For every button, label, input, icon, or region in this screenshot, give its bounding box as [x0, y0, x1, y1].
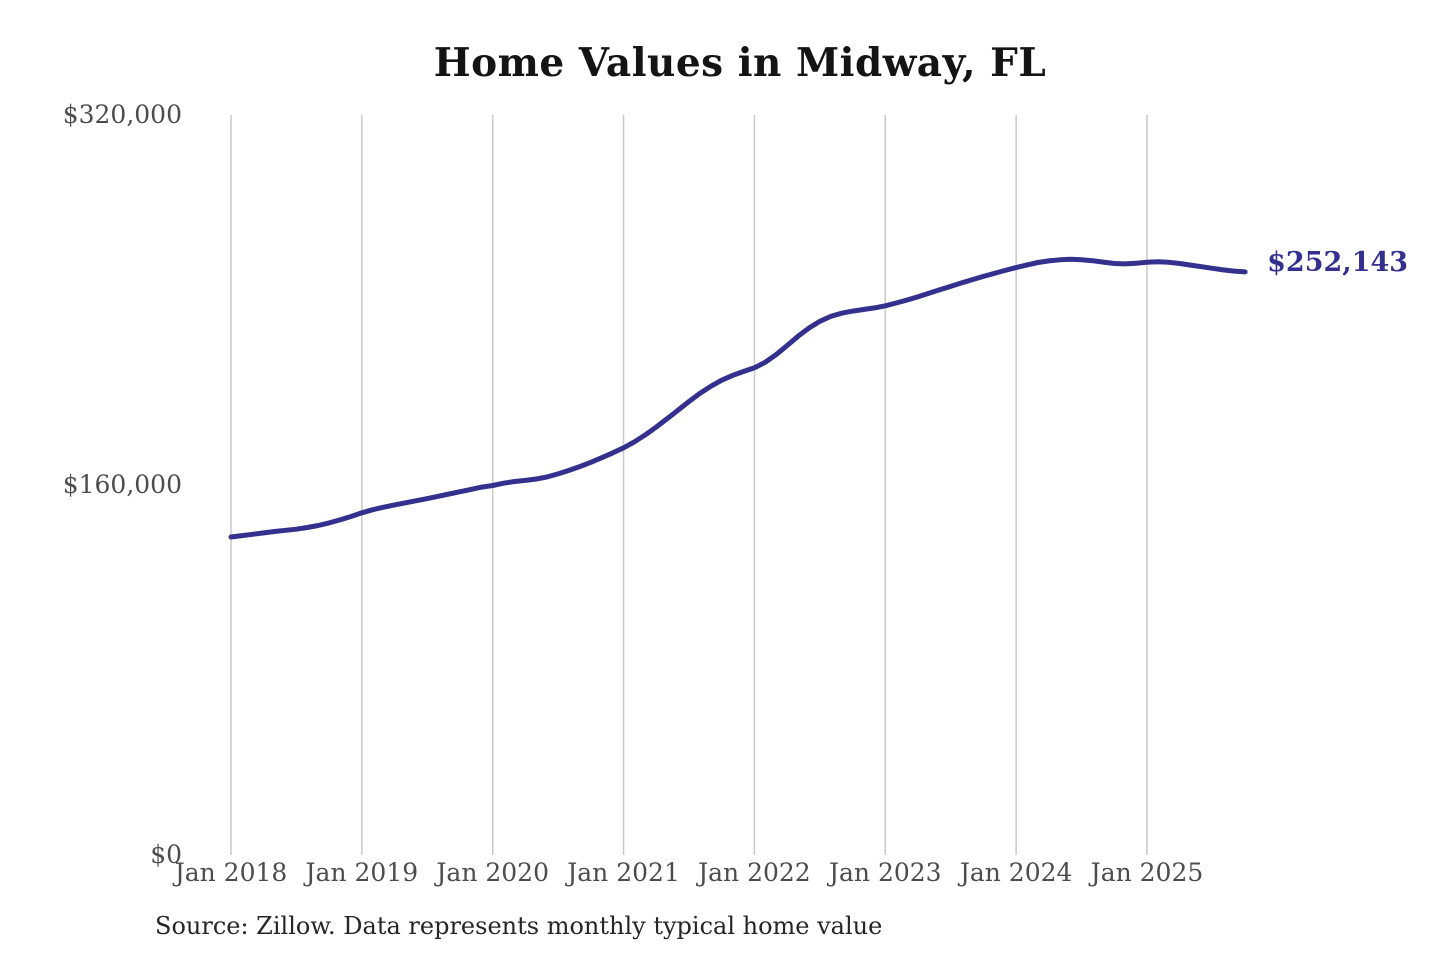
y-tick-label: $160,000 — [62, 470, 182, 499]
home-value-line — [228, 256, 1248, 540]
vertical-gridlines — [230, 115, 1148, 855]
x-tick-label: Jan 2020 — [436, 858, 549, 887]
x-tick-label: Jan 2025 — [1090, 858, 1204, 887]
x-tick-label: Jan 2021 — [567, 858, 680, 887]
x-tick-label: Jan 2024 — [959, 858, 1073, 887]
source-note: Source: Zillow. Data represents monthly … — [155, 912, 883, 940]
x-tick-label: Jan 2022 — [698, 858, 811, 887]
x-tick-label: Jan 2019 — [305, 858, 419, 887]
x-tick-label: Jan 2023 — [828, 858, 942, 887]
chart-title: Home Values in Midway, FL — [433, 40, 1047, 86]
y-tick-label: $0 — [150, 840, 182, 869]
x-tick-label: Jan 2018 — [174, 858, 288, 887]
latest-value-label: $252,143 — [1267, 246, 1409, 278]
y-tick-label: $320,000 — [62, 100, 182, 129]
